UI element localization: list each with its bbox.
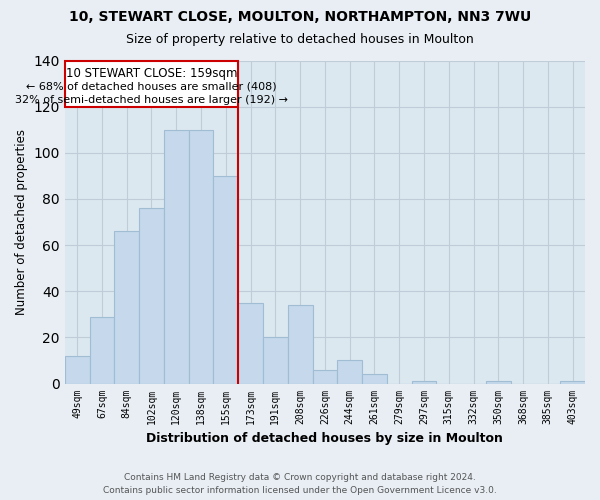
Text: 10, STEWART CLOSE, MOULTON, NORTHAMPTON, NN3 7WU: 10, STEWART CLOSE, MOULTON, NORTHAMPTON,… xyxy=(69,10,531,24)
Bar xyxy=(65,60,238,106)
Bar xyxy=(486,381,511,384)
Bar xyxy=(288,305,313,384)
Bar xyxy=(139,208,164,384)
Bar xyxy=(115,232,139,384)
Bar xyxy=(313,370,337,384)
Text: Size of property relative to detached houses in Moulton: Size of property relative to detached ho… xyxy=(126,32,474,46)
Text: ← 68% of detached houses are smaller (408): ← 68% of detached houses are smaller (40… xyxy=(26,82,277,92)
Bar xyxy=(337,360,362,384)
Text: 32% of semi-detached houses are larger (192) →: 32% of semi-detached houses are larger (… xyxy=(15,95,288,105)
Bar xyxy=(65,356,89,384)
Bar xyxy=(362,374,387,384)
Bar xyxy=(89,316,115,384)
Bar xyxy=(412,381,436,384)
Y-axis label: Number of detached properties: Number of detached properties xyxy=(15,129,28,315)
Bar xyxy=(560,381,585,384)
Text: 10 STEWART CLOSE: 159sqm: 10 STEWART CLOSE: 159sqm xyxy=(66,68,237,80)
X-axis label: Distribution of detached houses by size in Moulton: Distribution of detached houses by size … xyxy=(146,432,503,445)
Bar xyxy=(188,130,214,384)
Text: Contains HM Land Registry data © Crown copyright and database right 2024.: Contains HM Land Registry data © Crown c… xyxy=(124,472,476,482)
Bar xyxy=(164,130,188,384)
Bar xyxy=(263,338,288,384)
Bar xyxy=(238,303,263,384)
Text: Contains public sector information licensed under the Open Government Licence v3: Contains public sector information licen… xyxy=(103,486,497,495)
Bar xyxy=(214,176,238,384)
